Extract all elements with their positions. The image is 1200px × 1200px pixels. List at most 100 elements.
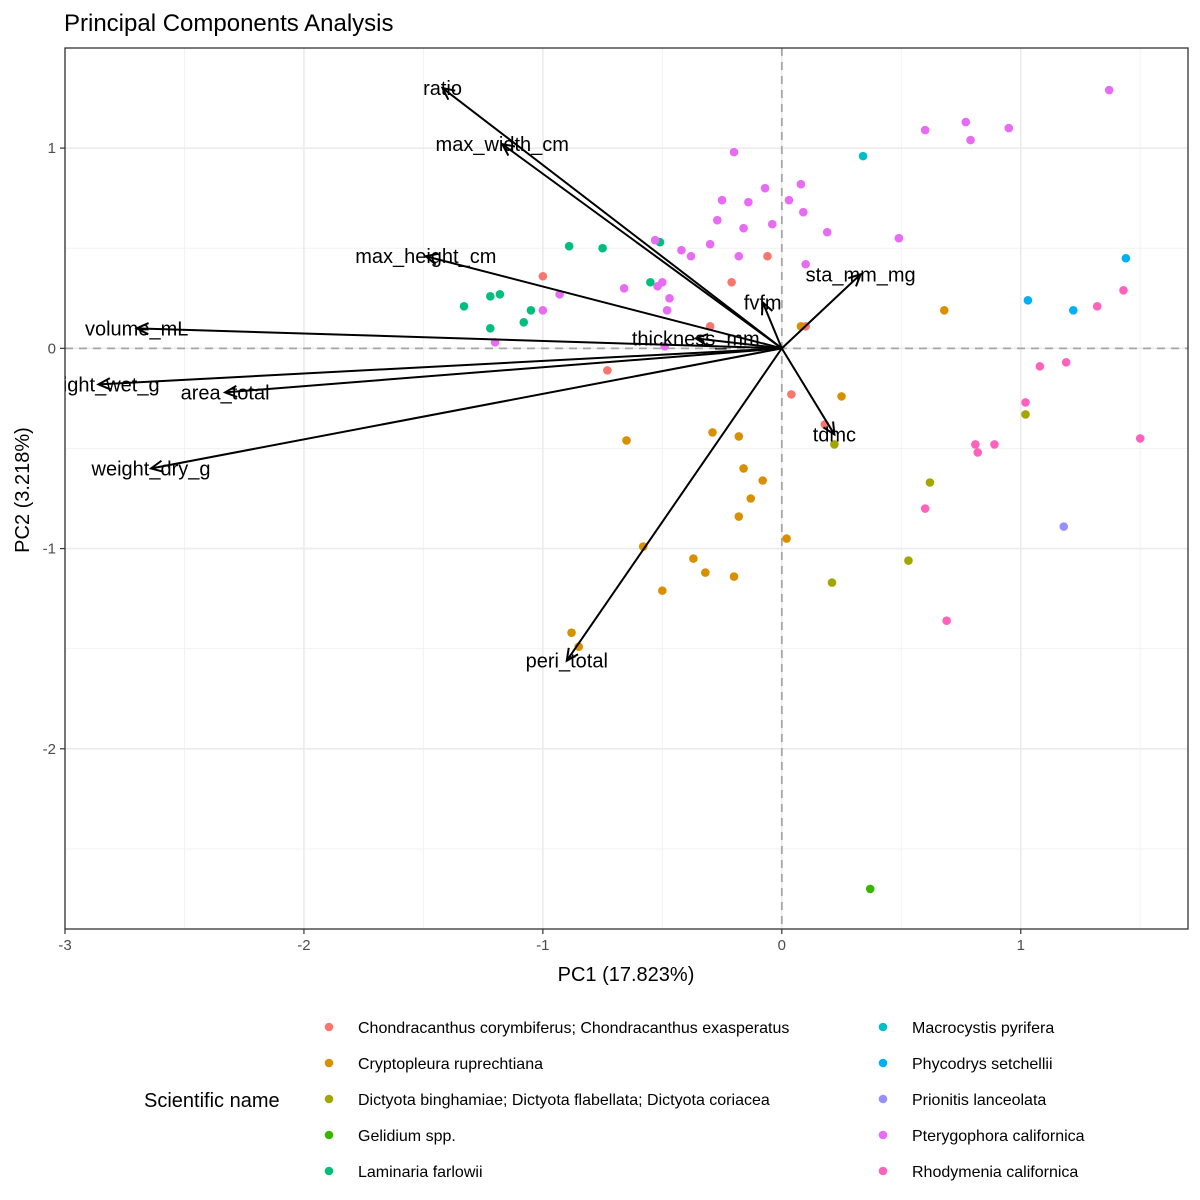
- data-point: [767, 219, 777, 229]
- legend-item-label: Pterygophora californica: [912, 1128, 1085, 1145]
- panel-border: [64, 47, 1189, 930]
- data-point: [1021, 398, 1030, 407]
- loading-arrow: [781, 273, 862, 350]
- data-point: [739, 223, 748, 233]
- data-point: [830, 440, 839, 449]
- data-point: [689, 554, 698, 563]
- data-point: [822, 227, 832, 237]
- data-point: [894, 233, 904, 243]
- loading-arrow: [501, 143, 783, 350]
- data-point: [1092, 301, 1102, 311]
- data-point: [1004, 123, 1014, 133]
- data-point: [662, 305, 672, 315]
- data-point: [717, 195, 727, 205]
- legend-item-label: Rhodymenia californica: [912, 1164, 1078, 1181]
- data-point: [796, 179, 806, 189]
- loading-arrow: [441, 87, 783, 350]
- y-tick-label: -1: [43, 541, 56, 558]
- chart-title: Principal Components Analysis: [64, 10, 394, 37]
- data-point: [734, 432, 744, 441]
- loading-label: max_width_cm: [436, 134, 569, 156]
- legend-item-label: Macrocystis pyrifera: [912, 1020, 1054, 1037]
- data-point: [665, 293, 674, 303]
- legend-item-label: Dictyota binghamiae; Dictyota flabellata…: [358, 1092, 770, 1109]
- data-point: [971, 440, 980, 449]
- data-point: [746, 494, 756, 503]
- loading-label: area_total: [181, 382, 270, 404]
- data-point: [837, 392, 846, 401]
- data-point: [650, 235, 660, 245]
- data-point: [784, 195, 794, 205]
- legend-item-label: Cryptopleura ruprechtiana: [358, 1056, 543, 1073]
- loading-arrow: [150, 347, 782, 470]
- y-tick-label: 0: [48, 340, 56, 357]
- loading-label: fvfm: [744, 292, 782, 314]
- data-point: [705, 239, 715, 249]
- data-point: [486, 324, 495, 333]
- data-point: [708, 428, 717, 437]
- loading-label: peri_total: [526, 651, 608, 673]
- x-tick-label: -3: [58, 937, 71, 954]
- arrow-head: [222, 384, 238, 399]
- data-point: [758, 476, 767, 485]
- data-point: [622, 436, 631, 445]
- data-point: [567, 628, 576, 637]
- data-point: [942, 616, 951, 625]
- arrow-head: [423, 252, 439, 266]
- loading-label: max_height_cm: [355, 246, 496, 268]
- data-point: [973, 448, 983, 457]
- data-point: [519, 318, 529, 327]
- legend-key: [324, 1130, 334, 1140]
- legend-key: [324, 1166, 334, 1176]
- legend-key: [324, 1094, 334, 1104]
- data-point: [653, 281, 662, 291]
- loading-arrow: [98, 347, 782, 386]
- legend-item-label: Phycodrys setchellii: [912, 1056, 1053, 1073]
- data-point: [658, 586, 667, 595]
- loading-label: weight_dry_g: [91, 458, 211, 480]
- arrow-head: [148, 459, 164, 473]
- arrow-head: [500, 142, 516, 157]
- legend-key: [878, 1094, 888, 1104]
- y-tick-label: 1: [48, 140, 56, 157]
- data-point: [1069, 305, 1078, 315]
- data-point: [538, 271, 548, 281]
- data-point: [564, 241, 574, 251]
- data-point: [727, 277, 736, 287]
- data-point: [729, 572, 739, 581]
- data-point: [538, 305, 548, 315]
- x-tick-label: 1: [1017, 937, 1025, 954]
- loading-labels-layer: ratio max_width_cm max_height_cm volume_mLw…: [65, 78, 916, 673]
- loading-label: ratio: [423, 78, 462, 100]
- data-point: [1119, 285, 1128, 295]
- data-point: [739, 464, 748, 473]
- points-layer: [459, 85, 1145, 894]
- loading-label: tdmc: [813, 424, 856, 446]
- data-point: [1061, 358, 1071, 367]
- data-point: [801, 259, 811, 269]
- x-tick-label: -2: [297, 937, 310, 954]
- data-point: [603, 366, 612, 375]
- data-point: [858, 151, 868, 161]
- loading-arrow: [225, 347, 782, 394]
- data-point: [961, 117, 971, 127]
- data-point: [574, 642, 584, 651]
- legend-item-label: Laminaria farlowii: [358, 1164, 483, 1181]
- x-tick-label: -1: [536, 937, 549, 954]
- data-point: [677, 245, 686, 255]
- data-point: [646, 277, 655, 287]
- loading-arrow: [780, 347, 836, 435]
- data-point: [459, 301, 469, 311]
- legend-item-label: Chondracanthus corymbiferus; Chondracant…: [358, 1020, 789, 1037]
- legend-item-label: Gelidium spp.: [358, 1128, 456, 1145]
- data-point: [734, 512, 744, 521]
- data-point: [1023, 295, 1033, 305]
- legend-key: [878, 1166, 888, 1176]
- data-point: [990, 440, 999, 449]
- arrow-head: [693, 333, 709, 347]
- data-point: [782, 534, 791, 543]
- data-point: [1059, 522, 1069, 531]
- data-point: [638, 542, 648, 551]
- legend-key: [878, 1058, 888, 1068]
- data-point: [495, 289, 505, 299]
